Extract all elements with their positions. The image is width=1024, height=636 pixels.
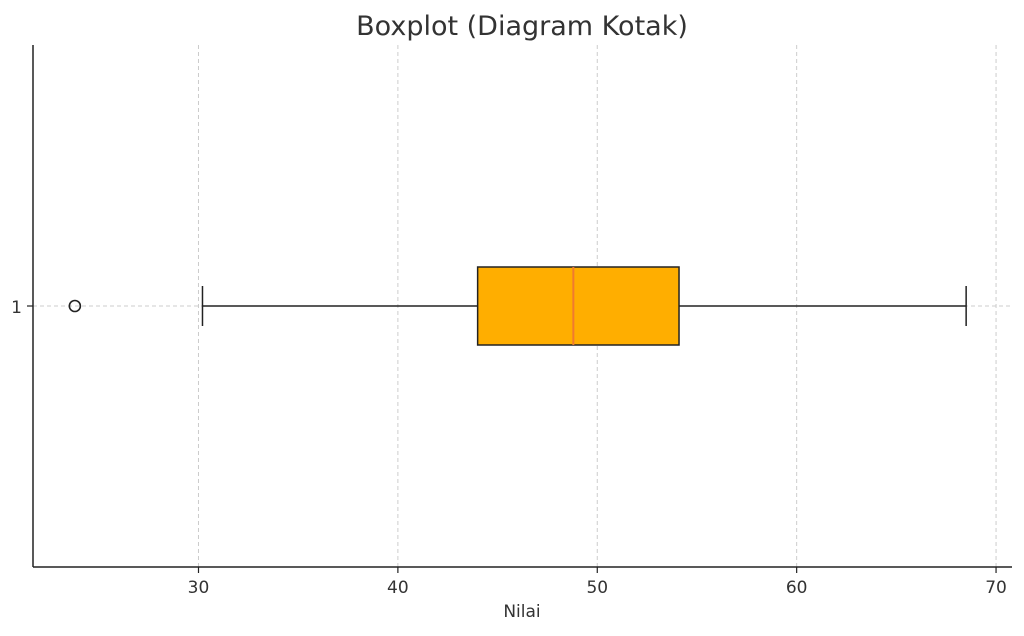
iqr-box [476, 266, 680, 346]
outlier-point [68, 299, 82, 313]
x-tick-label: 30 [188, 578, 210, 598]
x-tick-label: 50 [586, 578, 608, 598]
x-tick-label: 40 [387, 578, 409, 598]
x-tick-label: 60 [786, 578, 808, 598]
y-tick-label: 1 [11, 298, 22, 318]
x-axis-label: Nilai [503, 602, 540, 622]
x-tick-label: 70 [985, 578, 1007, 598]
box-group [68, 266, 967, 346]
chart-title: Boxplot (Diagram Kotak) [356, 11, 688, 42]
ticks: 30 40 50 60 70 1 [11, 298, 1007, 598]
